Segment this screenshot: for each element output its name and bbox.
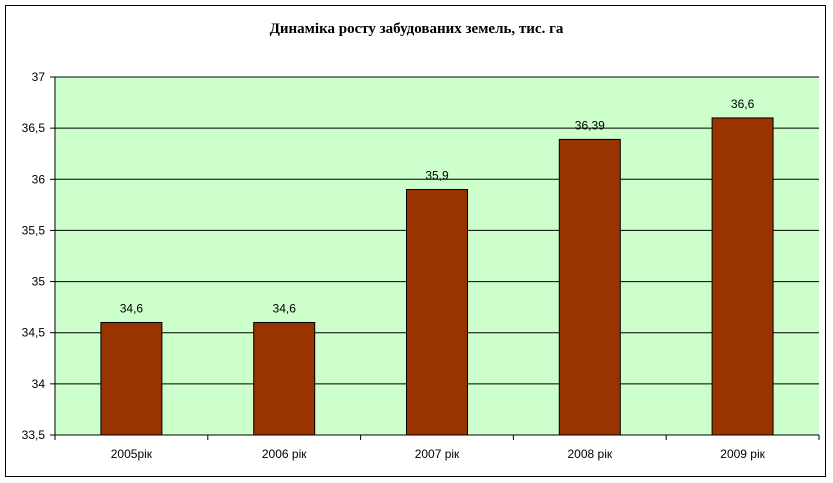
bar [406,189,468,436]
category-label: 2008 рік [567,447,612,461]
bar [711,117,774,436]
data-label: 34,6 [273,301,297,315]
category-label: 2006 рік [262,447,307,461]
y-tick-label: 33,5 [22,428,46,442]
y-tick-label: 35 [32,275,46,289]
y-tick-label: 37 [32,70,46,84]
y-tick-label: 36 [32,172,46,186]
data-label: 36,39 [575,118,605,132]
category-label: 2007 рік [415,447,460,461]
chart-title: Динаміка росту забудованих земель, тис. … [269,21,564,37]
bars [100,117,774,436]
y-tick-label: 35,5 [22,223,46,237]
y-tick-label: 34,5 [22,326,46,340]
data-label: 35,9 [425,169,449,183]
bar [253,321,316,436]
labels: 33,5 34 34,5 35 35,5 36 36,5 37 34,6 2005рік 34,6 2… [22,70,766,461]
bar [558,138,621,436]
category-label: 2005рік [111,447,153,461]
data-label: 34,6 [120,301,144,315]
y-tick-label: 34 [32,377,46,391]
bar [100,321,163,436]
y-tick-label: 36,5 [22,121,46,135]
category-label: 2009 рік [720,447,765,461]
data-label: 36,6 [731,97,755,111]
